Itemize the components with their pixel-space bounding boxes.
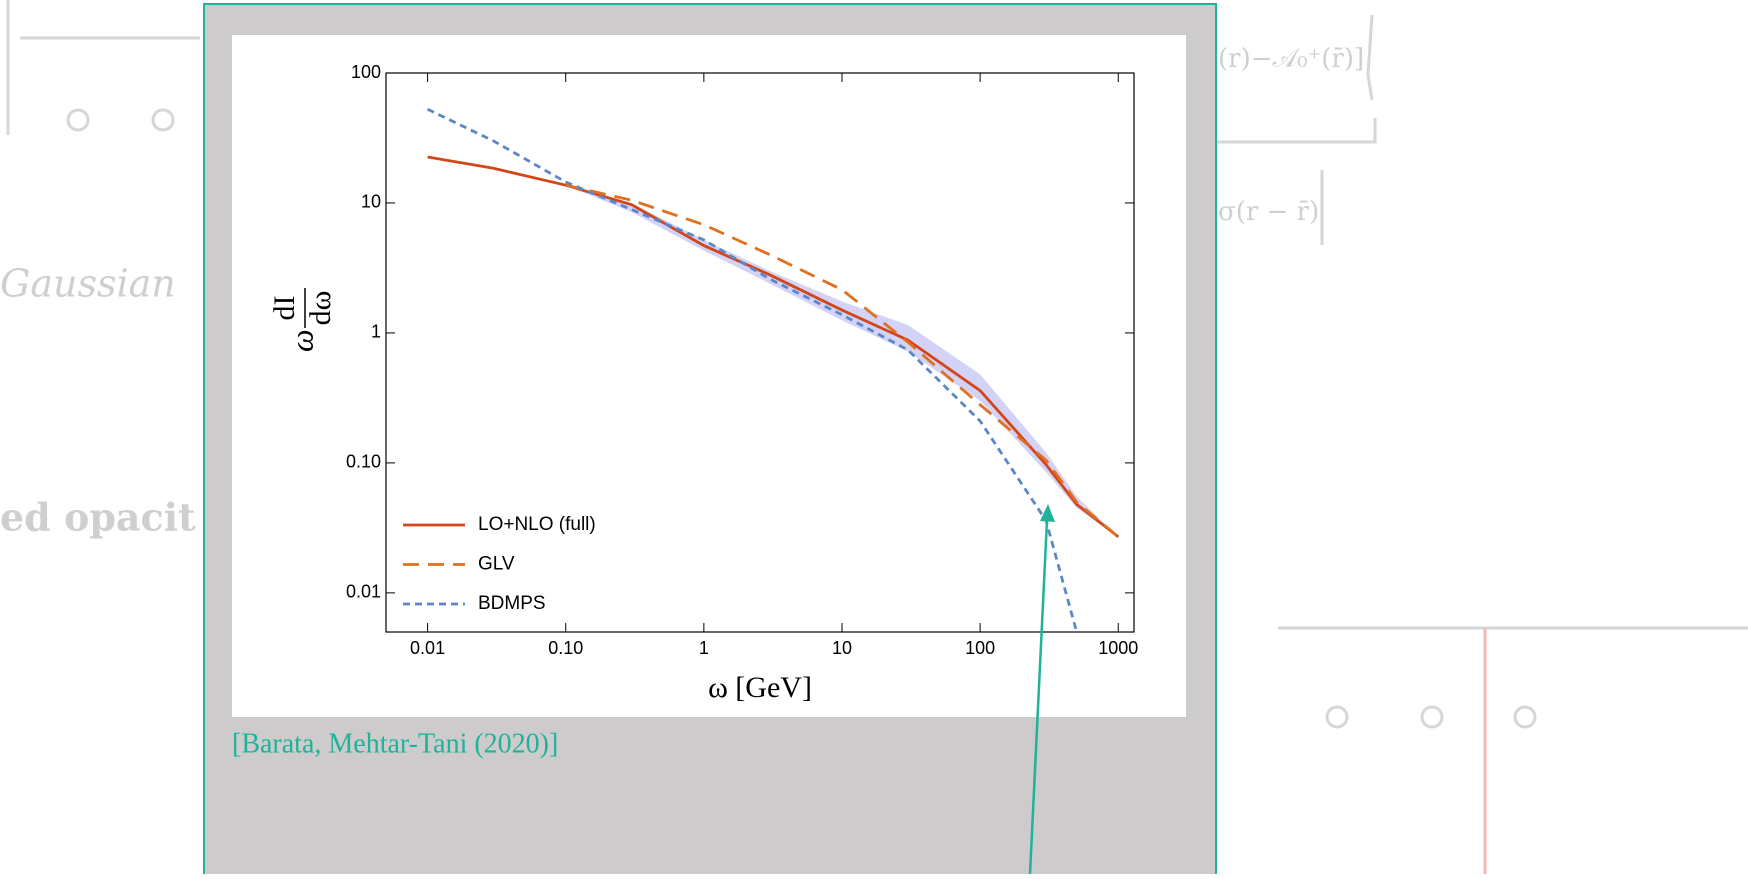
background-text: ed opacit — [0, 495, 196, 540]
y-axis-label: ω dI dω — [268, 288, 337, 352]
chart: 0.01 0.10 1 10 100 1000 0.01 0.10 1 10 100 LO+NLO (… — [268, 62, 1138, 704]
x-tick-label: 0.10 — [548, 638, 583, 658]
arrow — [1028, 519, 1049, 875]
y-axis-label-den: dω — [304, 291, 337, 326]
background-decor — [6, 0, 1748, 874]
x-tick-label: 10 — [832, 638, 852, 658]
y-tick-label: 100 — [351, 62, 381, 82]
y-axis-label-num: dI — [268, 296, 301, 321]
y-tick-label: 0.10 — [346, 452, 381, 472]
legend-label: GLV — [478, 554, 515, 575]
x-tick-label: 0.01 — [410, 638, 445, 658]
background-text: σ(r − r̄) — [1218, 197, 1319, 227]
x-axis-label: ω [GeV] — [708, 671, 812, 704]
legend-label: LO+NLO (full) — [478, 514, 596, 535]
plot-frame — [385, 72, 1135, 633]
background-text: (r)−𝒜₀⁺(r̄)] — [1218, 44, 1364, 74]
y-tick-label: 0.01 — [346, 582, 381, 602]
arrow-head — [1040, 504, 1055, 522]
citation: [Barata, Mehtar-Tani (2020)] — [232, 728, 558, 759]
x-tick-label: 1000 — [1098, 638, 1138, 658]
x-tick-label: 1 — [699, 638, 709, 658]
y-tick-label: 10 — [361, 192, 381, 212]
legend-label: BDMPS — [478, 593, 546, 614]
plot-panel — [232, 35, 1186, 717]
series-line — [565, 183, 1120, 538]
y-axis-label-prefix: ω — [283, 329, 319, 352]
background-text: Gaussian — [0, 262, 176, 306]
x-tick-label: 100 — [965, 638, 995, 658]
y-tick-label: 1 — [371, 322, 381, 342]
series-line — [427, 155, 1120, 538]
